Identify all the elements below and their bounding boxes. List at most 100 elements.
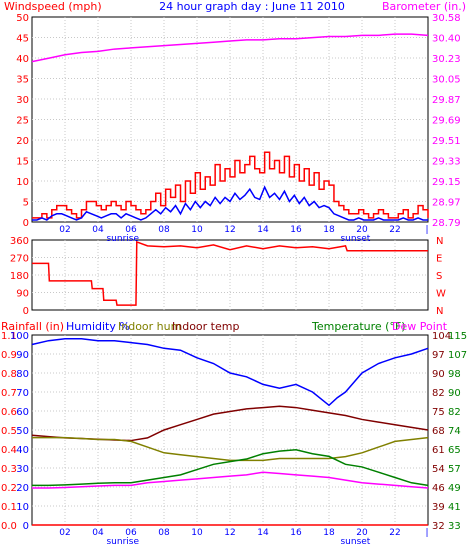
temperature-axis-title: Temperature (°F): [311, 320, 406, 333]
temperature-tick-label: 82: [432, 388, 445, 399]
rainfall-tick-label: 0.1: [1, 502, 17, 513]
barometer-tick-label: 30.58: [432, 13, 461, 24]
barometer-line: [31, 33, 429, 63]
barometer-tick-label: 29.51: [432, 136, 461, 147]
humidity-axis-title: Humidity %: [66, 320, 130, 333]
temperature-tick-label: 39: [432, 502, 445, 513]
temperature-tick-label: 54: [432, 464, 445, 475]
gust-line: [32, 185, 428, 221]
barometer-tick-label: 29.87: [432, 95, 461, 106]
humidity-tick-label: 40: [16, 445, 29, 456]
axis-labels: 0 5 10 15 20 25 30 35 40 45 50 28.79 28.97 29.15 29.33…: [1, 13, 467, 547]
windspeed-tick-label: 0: [23, 218, 29, 229]
temperature-tick-label-2: 98: [448, 369, 461, 380]
direction-tick-label: 360: [10, 236, 29, 247]
temperature-tick-label: 68: [432, 426, 445, 437]
rainfall-tick-label: 0.6: [1, 407, 17, 418]
direction-tick-label: 270: [10, 254, 29, 265]
rainfall-tick-label: 1.1: [1, 331, 17, 342]
x-tick-label: 06: [125, 528, 137, 538]
windspeed-tick-label: 40: [16, 54, 29, 65]
x-tick-label: 22: [389, 528, 400, 538]
rainfall-tick-label: 0.7: [1, 388, 17, 399]
temperature-tick-label-2: 90: [448, 388, 461, 399]
indoor-hum-axis-title: Indoor hum: [118, 320, 181, 333]
rainfall-tick-label: 0.5: [1, 426, 17, 437]
x-tick-label: |: [425, 528, 428, 538]
temperature-tick-label: 75: [432, 407, 445, 418]
x-tick-label: 12: [224, 225, 235, 235]
compass-tick-label: W: [436, 289, 446, 300]
temperature-tick-label: 97: [432, 350, 445, 361]
windspeed-tick-label: 10: [16, 177, 29, 188]
temperature-tick-label: 61: [432, 445, 445, 456]
temperature-line: [32, 449, 429, 487]
x-tick-label: 18: [323, 225, 335, 235]
humidity-tick-label: 80: [16, 369, 29, 380]
humidity-tick-label: 60: [16, 407, 29, 418]
dew-point-line: [32, 471, 429, 489]
temperature-tick-label: 90: [432, 369, 445, 380]
x-tick-label: 10: [191, 225, 203, 235]
humidity-tick-label: 10: [16, 502, 29, 513]
rainfall-tick-label: 0.9: [1, 350, 17, 361]
windspeed-tick-label: 15: [16, 157, 29, 168]
x-tick-label: 16: [290, 528, 302, 538]
rainfall-tick-label: 0.0: [1, 521, 17, 532]
windspeed-tick-label: 5: [23, 198, 29, 209]
barometer-tick-label: 29.15: [432, 177, 461, 188]
barometer-tick-label: 30.23: [432, 54, 461, 65]
x-tick-label: 16: [290, 225, 302, 235]
windspeed-tick-label: 35: [16, 75, 29, 86]
x-tick-label: 02: [59, 225, 70, 235]
barometer-tick-label: 30.05: [432, 75, 461, 86]
x-tick-label: 12: [224, 528, 235, 538]
temperature-tick-label: 46: [432, 483, 445, 494]
compass-tick-label: E: [436, 254, 442, 265]
x-tick-label: 14: [257, 225, 269, 235]
rainfall-tick-label: 0.8: [1, 369, 17, 380]
x-tick-label: 08: [158, 225, 170, 235]
x-tick-label: 22: [389, 225, 400, 235]
x-tick-label: 08: [158, 528, 170, 538]
rainfall-tick-label: 0.4: [1, 445, 17, 456]
windspeed-axis-title: Windspeed (mph): [4, 0, 102, 13]
barometer-tick-label: 30.40: [432, 34, 461, 45]
x-tick-label: 04: [92, 225, 104, 235]
x-tick-label: 10: [191, 528, 203, 538]
chart-title: 24 hour graph day : June 11 2010: [159, 0, 345, 13]
temperature-tick-label-2: 107: [448, 350, 467, 361]
temperature-tick-label-2: 33: [448, 521, 461, 532]
temperature-tick-label-2: 65: [448, 445, 461, 456]
data-series: [31, 33, 429, 526]
temperature-tick-label-2: 41: [448, 502, 461, 513]
temperature-tick-label-2: 49: [448, 483, 461, 494]
windspeed-tick-label: 20: [16, 136, 29, 147]
humidity-tick-label: 30: [16, 464, 29, 475]
barometer-tick-label: 28.97: [432, 198, 461, 209]
rainfall-tick-label: 0.3: [1, 464, 17, 475]
windspeed-line: [32, 151, 429, 219]
barometer-axis-title: Barometer (in.): [382, 0, 466, 13]
sunset-label: sunset: [340, 234, 370, 244]
direction-tick-label: 180: [10, 271, 29, 282]
sunrise-label: sunrise: [106, 537, 139, 547]
x-tick-label: 18: [323, 528, 335, 538]
humidity-tick-label: 0: [23, 521, 29, 532]
temperature-tick-label-2: 82: [448, 407, 461, 418]
humidity-tick-label: 20: [16, 483, 29, 494]
direction-tick-label: 90: [16, 289, 29, 300]
temperature-tick-label-2: 57: [448, 464, 461, 475]
windspeed-tick-label: 30: [16, 95, 29, 106]
rainfall-tick-label: 0.2: [1, 483, 17, 494]
barometer-tick-label: 29.69: [432, 116, 461, 127]
direction-line: [32, 240, 428, 306]
dew-point-axis-title: Dew Point: [392, 320, 448, 333]
x-tick-label: 20: [356, 528, 368, 538]
temperature-tick-label: 104: [432, 331, 451, 342]
sunrise-label: sunrise: [106, 234, 139, 244]
x-tick-label: 14: [257, 528, 269, 538]
compass-tick-label: S: [436, 271, 442, 282]
